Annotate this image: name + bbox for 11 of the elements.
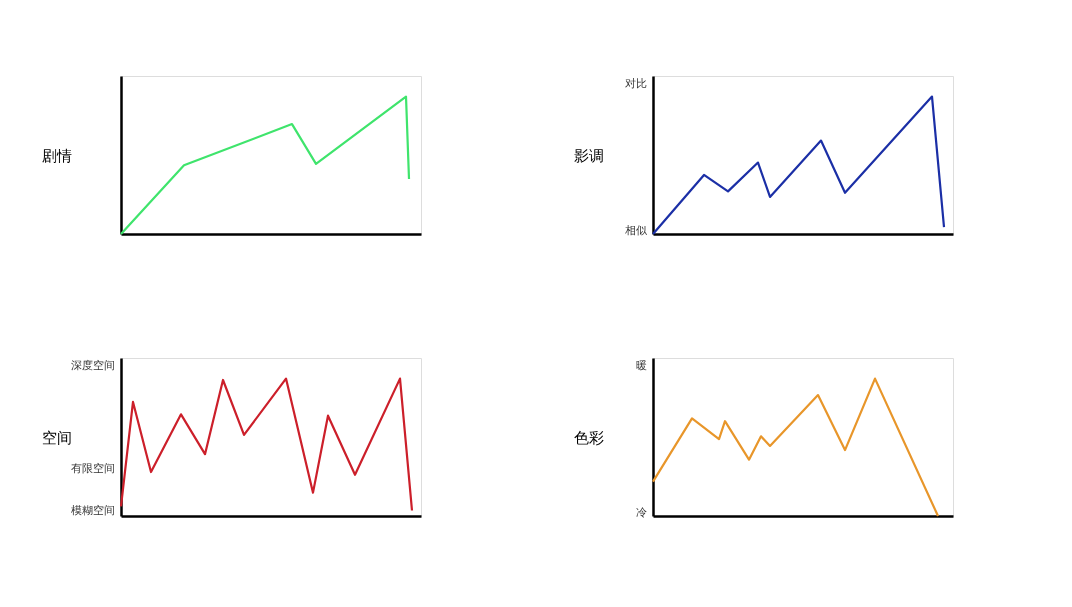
text: 冷: [636, 505, 647, 519]
text: 相似: [625, 223, 647, 237]
y-axis-title: 色彩: [573, 428, 604, 447]
text: 有限空间: [71, 461, 115, 475]
text: 深度空间: [71, 358, 115, 372]
text: 模糊空间: [71, 504, 115, 518]
text: 对比: [625, 76, 647, 90]
text: 暖: [636, 358, 647, 372]
y-axis-title: 空间: [41, 428, 72, 447]
y-axis-title: 剧情: [41, 146, 72, 165]
y-axis-title: 影调: [573, 146, 604, 165]
